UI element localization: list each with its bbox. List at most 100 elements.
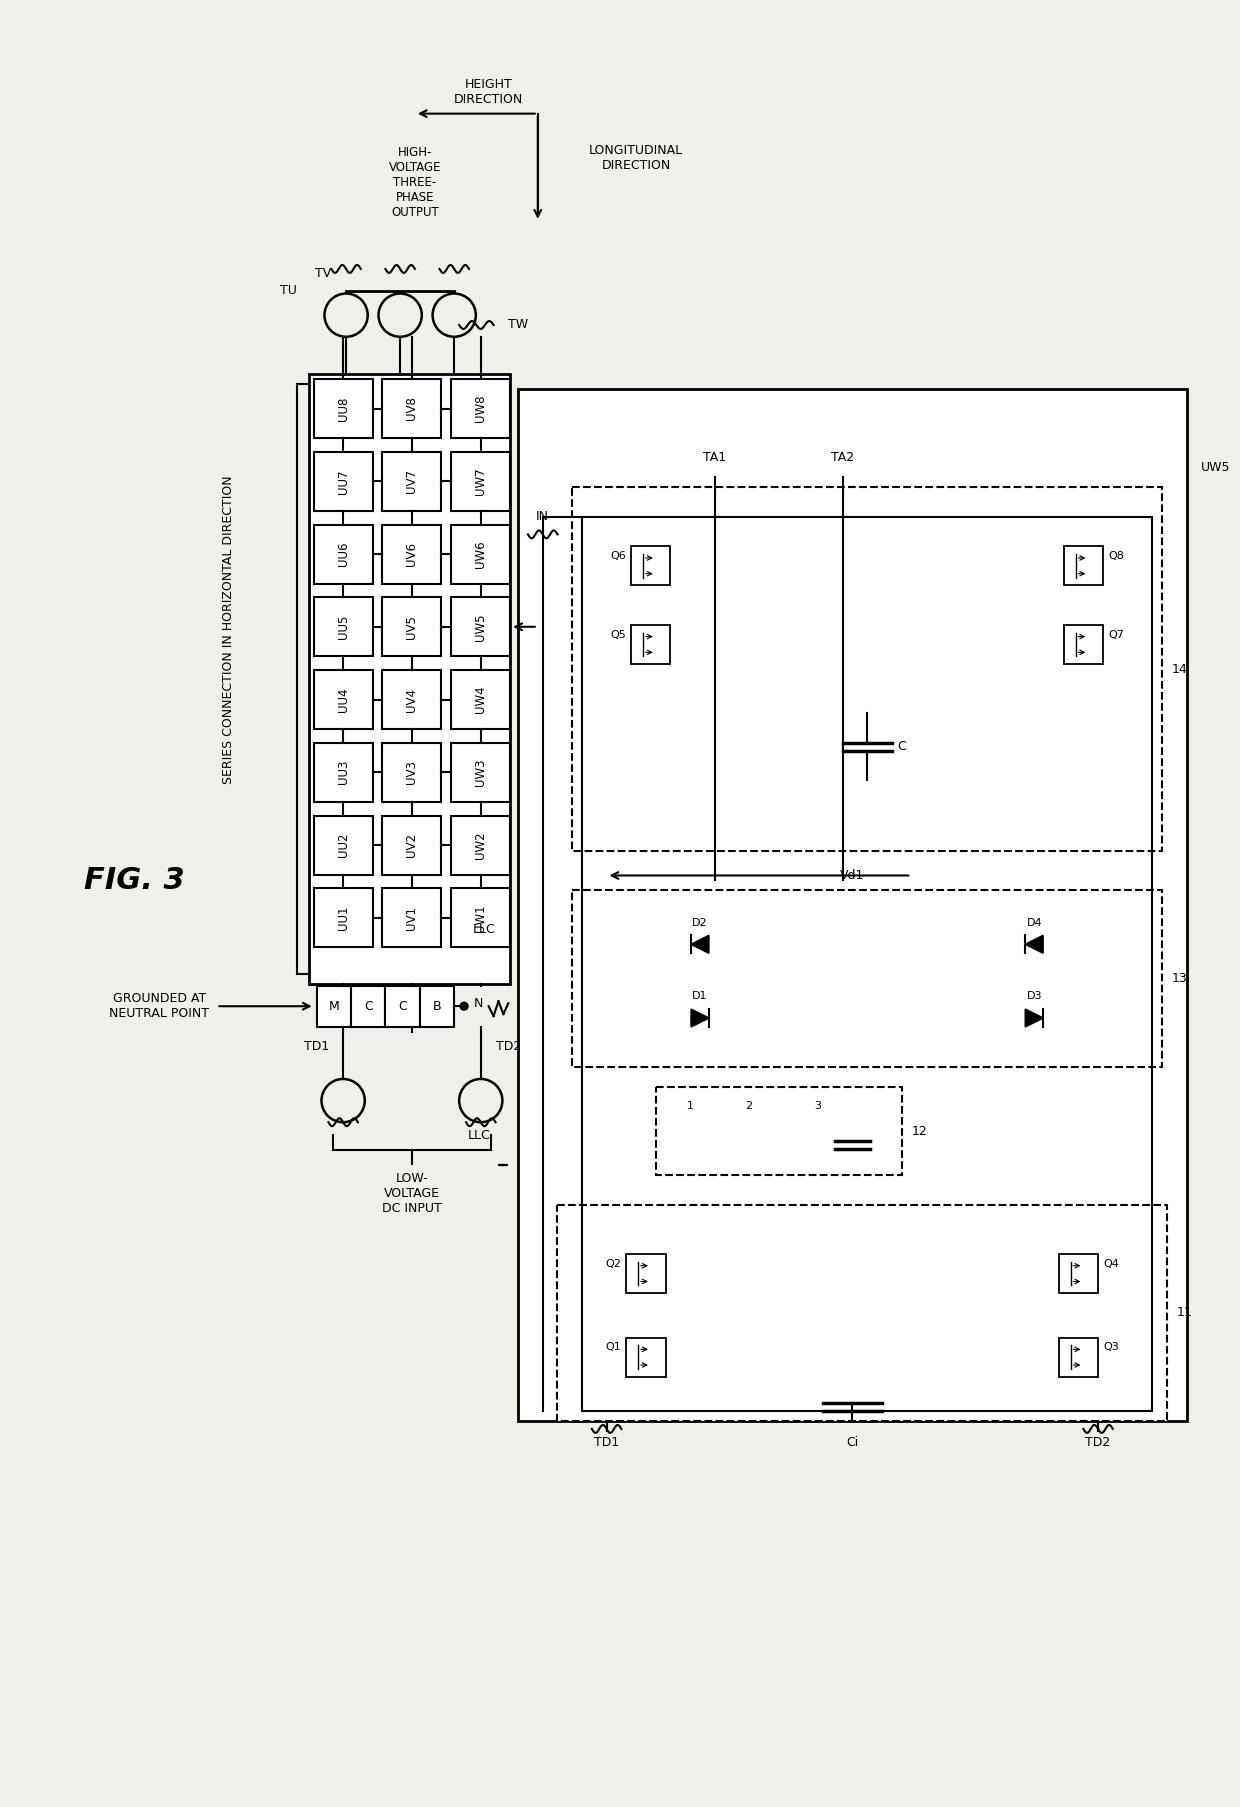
Text: UW6: UW6 <box>474 540 487 567</box>
Text: TD2: TD2 <box>1085 1437 1111 1449</box>
Bar <box>656 1086 901 1175</box>
Bar <box>309 374 510 983</box>
Text: D4: D4 <box>1027 918 1042 927</box>
Bar <box>451 815 510 875</box>
Text: 3: 3 <box>815 1102 821 1111</box>
Bar <box>1064 546 1104 585</box>
Text: UU4: UU4 <box>336 687 350 712</box>
Bar <box>382 889 441 947</box>
Text: UU2: UU2 <box>336 833 350 857</box>
Bar <box>314 815 373 875</box>
Polygon shape <box>691 1008 709 1026</box>
Text: C: C <box>897 741 906 754</box>
Text: UW2: UW2 <box>474 831 487 858</box>
Text: UW5: UW5 <box>474 613 487 640</box>
Bar <box>316 985 351 1026</box>
Bar <box>451 452 510 511</box>
Bar <box>1059 1254 1099 1294</box>
Text: TW: TW <box>508 318 528 331</box>
Polygon shape <box>1025 1008 1043 1026</box>
Bar <box>382 670 441 728</box>
Text: LONGITUDINAL
DIRECTION: LONGITUDINAL DIRECTION <box>589 145 683 172</box>
Text: LLC: LLC <box>472 923 495 936</box>
Text: Q3: Q3 <box>1104 1343 1118 1352</box>
Bar <box>451 743 510 802</box>
Text: Q1: Q1 <box>605 1343 621 1352</box>
Text: D1: D1 <box>692 992 708 1001</box>
Bar <box>314 379 373 437</box>
Text: Q7: Q7 <box>1109 629 1123 640</box>
Bar <box>572 488 1162 851</box>
Text: UV4: UV4 <box>405 687 418 712</box>
Bar <box>382 379 441 437</box>
Text: UW3: UW3 <box>474 759 487 786</box>
Bar <box>572 891 1162 1068</box>
Text: LLC: LLC <box>467 1129 490 1142</box>
Text: TD1: TD1 <box>304 1041 329 1053</box>
Text: TA1: TA1 <box>703 452 727 464</box>
Bar <box>631 625 671 665</box>
Bar <box>451 524 510 584</box>
Text: UW8: UW8 <box>474 394 487 423</box>
Text: UV8: UV8 <box>405 396 418 421</box>
Text: 13: 13 <box>1172 972 1188 985</box>
Text: Q4: Q4 <box>1104 1259 1118 1269</box>
Text: B: B <box>433 999 441 1012</box>
Bar <box>518 389 1187 1420</box>
Bar <box>451 670 510 728</box>
Text: UW1: UW1 <box>474 904 487 932</box>
Bar <box>1064 625 1104 665</box>
Bar <box>626 1254 666 1294</box>
Text: 14: 14 <box>1172 663 1188 676</box>
Text: D2: D2 <box>692 918 708 927</box>
Text: GROUNDED AT
NEUTRAL POINT: GROUNDED AT NEUTRAL POINT <box>109 992 210 1021</box>
Text: UU7: UU7 <box>336 470 350 493</box>
Text: UV5: UV5 <box>405 614 418 638</box>
Bar <box>451 598 510 656</box>
Bar <box>382 452 441 511</box>
Bar <box>382 598 441 656</box>
Text: HIGH-
VOLTAGE
THREE-
PHASE
OUTPUT: HIGH- VOLTAGE THREE- PHASE OUTPUT <box>388 146 441 219</box>
Bar <box>420 985 454 1026</box>
Circle shape <box>460 1003 467 1010</box>
Text: 2: 2 <box>745 1102 753 1111</box>
Text: UU5: UU5 <box>336 614 350 640</box>
Text: UW5: UW5 <box>1202 461 1231 473</box>
Text: Ci: Ci <box>846 1437 858 1449</box>
Text: Q6: Q6 <box>610 551 626 562</box>
Bar <box>382 815 441 875</box>
Text: IN: IN <box>536 510 549 524</box>
Text: TV: TV <box>315 267 331 280</box>
Bar <box>382 743 441 802</box>
Text: UU6: UU6 <box>336 542 350 566</box>
Text: Q8: Q8 <box>1109 551 1123 562</box>
Bar <box>314 524 373 584</box>
Text: LOW-
VOLTAGE
DC INPUT: LOW- VOLTAGE DC INPUT <box>382 1173 441 1216</box>
Text: C: C <box>363 999 372 1012</box>
Text: M: M <box>329 999 340 1012</box>
Bar <box>314 670 373 728</box>
Text: UV2: UV2 <box>405 833 418 857</box>
Bar <box>451 889 510 947</box>
Text: UU8: UU8 <box>336 396 350 421</box>
Text: D3: D3 <box>1027 992 1042 1001</box>
Text: UV7: UV7 <box>405 470 418 493</box>
Polygon shape <box>1025 936 1043 952</box>
Text: UU3: UU3 <box>336 761 350 784</box>
Text: Vd1: Vd1 <box>841 869 864 882</box>
Text: 11: 11 <box>1177 1306 1193 1319</box>
Text: UW4: UW4 <box>474 685 487 714</box>
Text: UV3: UV3 <box>405 761 418 784</box>
Text: SERIES CONNECTION IN HORIZONTAL DIRECTION: SERIES CONNECTION IN HORIZONTAL DIRECTIO… <box>222 475 234 784</box>
Text: TA2: TA2 <box>831 452 854 464</box>
Text: HEIGHT
DIRECTION: HEIGHT DIRECTION <box>454 78 523 107</box>
Text: UV1: UV1 <box>405 905 418 931</box>
Bar <box>314 743 373 802</box>
Text: TD1: TD1 <box>594 1437 619 1449</box>
Text: UV6: UV6 <box>405 542 418 566</box>
Bar <box>314 598 373 656</box>
Bar <box>314 452 373 511</box>
Bar <box>382 524 441 584</box>
Bar <box>351 985 386 1026</box>
Text: TD2: TD2 <box>496 1041 521 1053</box>
